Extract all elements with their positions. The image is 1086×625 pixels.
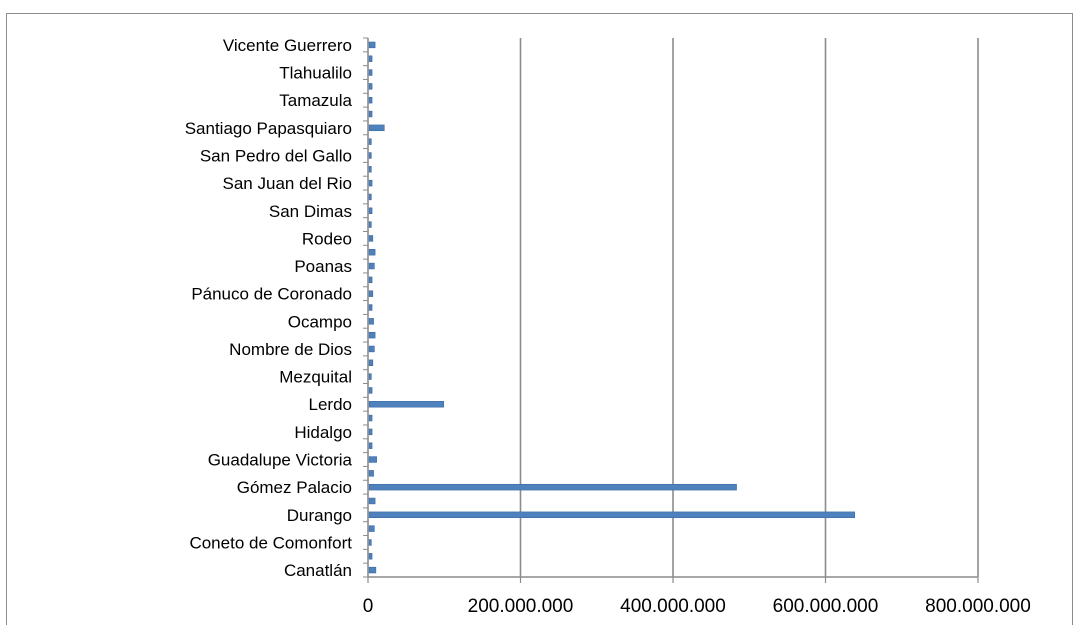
category-label: Rodeo [302,229,352,248]
bar [368,401,445,408]
bar [368,566,377,574]
x-tick-label: 800.000.000 [925,596,1031,617]
bar [368,387,373,394]
bar [368,483,737,491]
bar [368,166,372,173]
category-label: San Pedro del Gallo [200,146,352,165]
bar [368,262,375,270]
category-label: Durango [287,506,352,525]
labels: Canatlán Coneto de Comonfort Durango Gómez … [185,36,1031,617]
category-label: Ocampo [288,312,352,331]
gridlines [519,38,979,577]
category-label: Canatlán [284,561,352,580]
x-tick-label: 0 [363,596,374,617]
category-label: Hidalgo [294,423,352,442]
category-label: Coneto de Comonfort [189,533,352,552]
bar [368,497,376,505]
bar [368,83,373,90]
x-tick-label: 200.000.000 [468,596,574,617]
bar [368,152,372,159]
bar [368,304,373,311]
category-label: Lerdo [309,395,352,414]
bar [368,249,376,256]
bar [368,276,373,284]
category-label: Guadalupe Victoria [208,451,353,470]
bar [368,290,374,297]
category-label: Tlahualilo [279,64,352,83]
bar [368,318,374,325]
bar [368,55,373,62]
bar [368,428,373,436]
bar [368,96,373,104]
bars [368,41,856,574]
bar [368,553,373,560]
bar [368,511,856,519]
bar [368,235,374,242]
category-label: Poanas [294,257,352,276]
bar [368,69,373,76]
bar [368,221,372,228]
bar [368,207,373,214]
bar [368,525,375,532]
bar [368,373,372,380]
bar [368,470,374,477]
bar [368,124,385,132]
bar [368,331,376,339]
bar [368,456,377,463]
bar [368,539,372,546]
axes [363,37,979,583]
category-label: Santiago Papasquiaro [185,119,352,138]
category-label: Pánuco de Coronado [191,285,352,304]
category-label: Mezquital [279,368,352,387]
bar [368,193,372,201]
x-tick-label: 600.000.000 [773,596,879,617]
bar [368,442,373,449]
category-label: San Dimas [269,202,352,221]
category-label: Gómez Palacio [237,478,352,497]
x-tick-label: 400.000.000 [620,596,726,617]
bar [368,359,374,366]
bar [368,179,373,187]
category-label: Vicente Guerrero [223,36,352,55]
bar [368,110,373,118]
bar [368,414,373,422]
category-label: San Juan del Rio [223,174,352,193]
category-label: Nombre de Dios [229,340,352,359]
bar [368,345,375,353]
bar [368,138,372,145]
chart-frame [6,13,1073,625]
bar [368,41,376,49]
category-label: Tamazula [279,91,352,110]
